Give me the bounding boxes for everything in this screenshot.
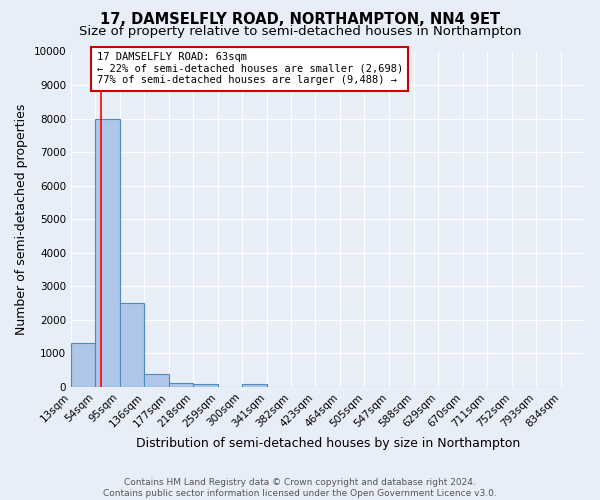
Text: Contains HM Land Registry data © Crown copyright and database right 2024.
Contai: Contains HM Land Registry data © Crown c… bbox=[103, 478, 497, 498]
Bar bbox=[193, 384, 218, 387]
Text: 17, DAMSELFLY ROAD, NORTHAMPTON, NN4 9ET: 17, DAMSELFLY ROAD, NORTHAMPTON, NN4 9ET bbox=[100, 12, 500, 28]
Bar bbox=[145, 374, 169, 387]
Bar bbox=[95, 118, 120, 387]
Bar bbox=[71, 344, 95, 387]
Text: 17 DAMSELFLY ROAD: 63sqm
← 22% of semi-detached houses are smaller (2,698)
77% o: 17 DAMSELFLY ROAD: 63sqm ← 22% of semi-d… bbox=[97, 52, 403, 86]
Bar bbox=[242, 384, 266, 387]
Y-axis label: Number of semi-detached properties: Number of semi-detached properties bbox=[15, 104, 28, 335]
X-axis label: Distribution of semi-detached houses by size in Northampton: Distribution of semi-detached houses by … bbox=[136, 437, 520, 450]
Bar bbox=[169, 382, 193, 387]
Bar bbox=[120, 303, 145, 387]
Text: Size of property relative to semi-detached houses in Northampton: Size of property relative to semi-detach… bbox=[79, 25, 521, 38]
